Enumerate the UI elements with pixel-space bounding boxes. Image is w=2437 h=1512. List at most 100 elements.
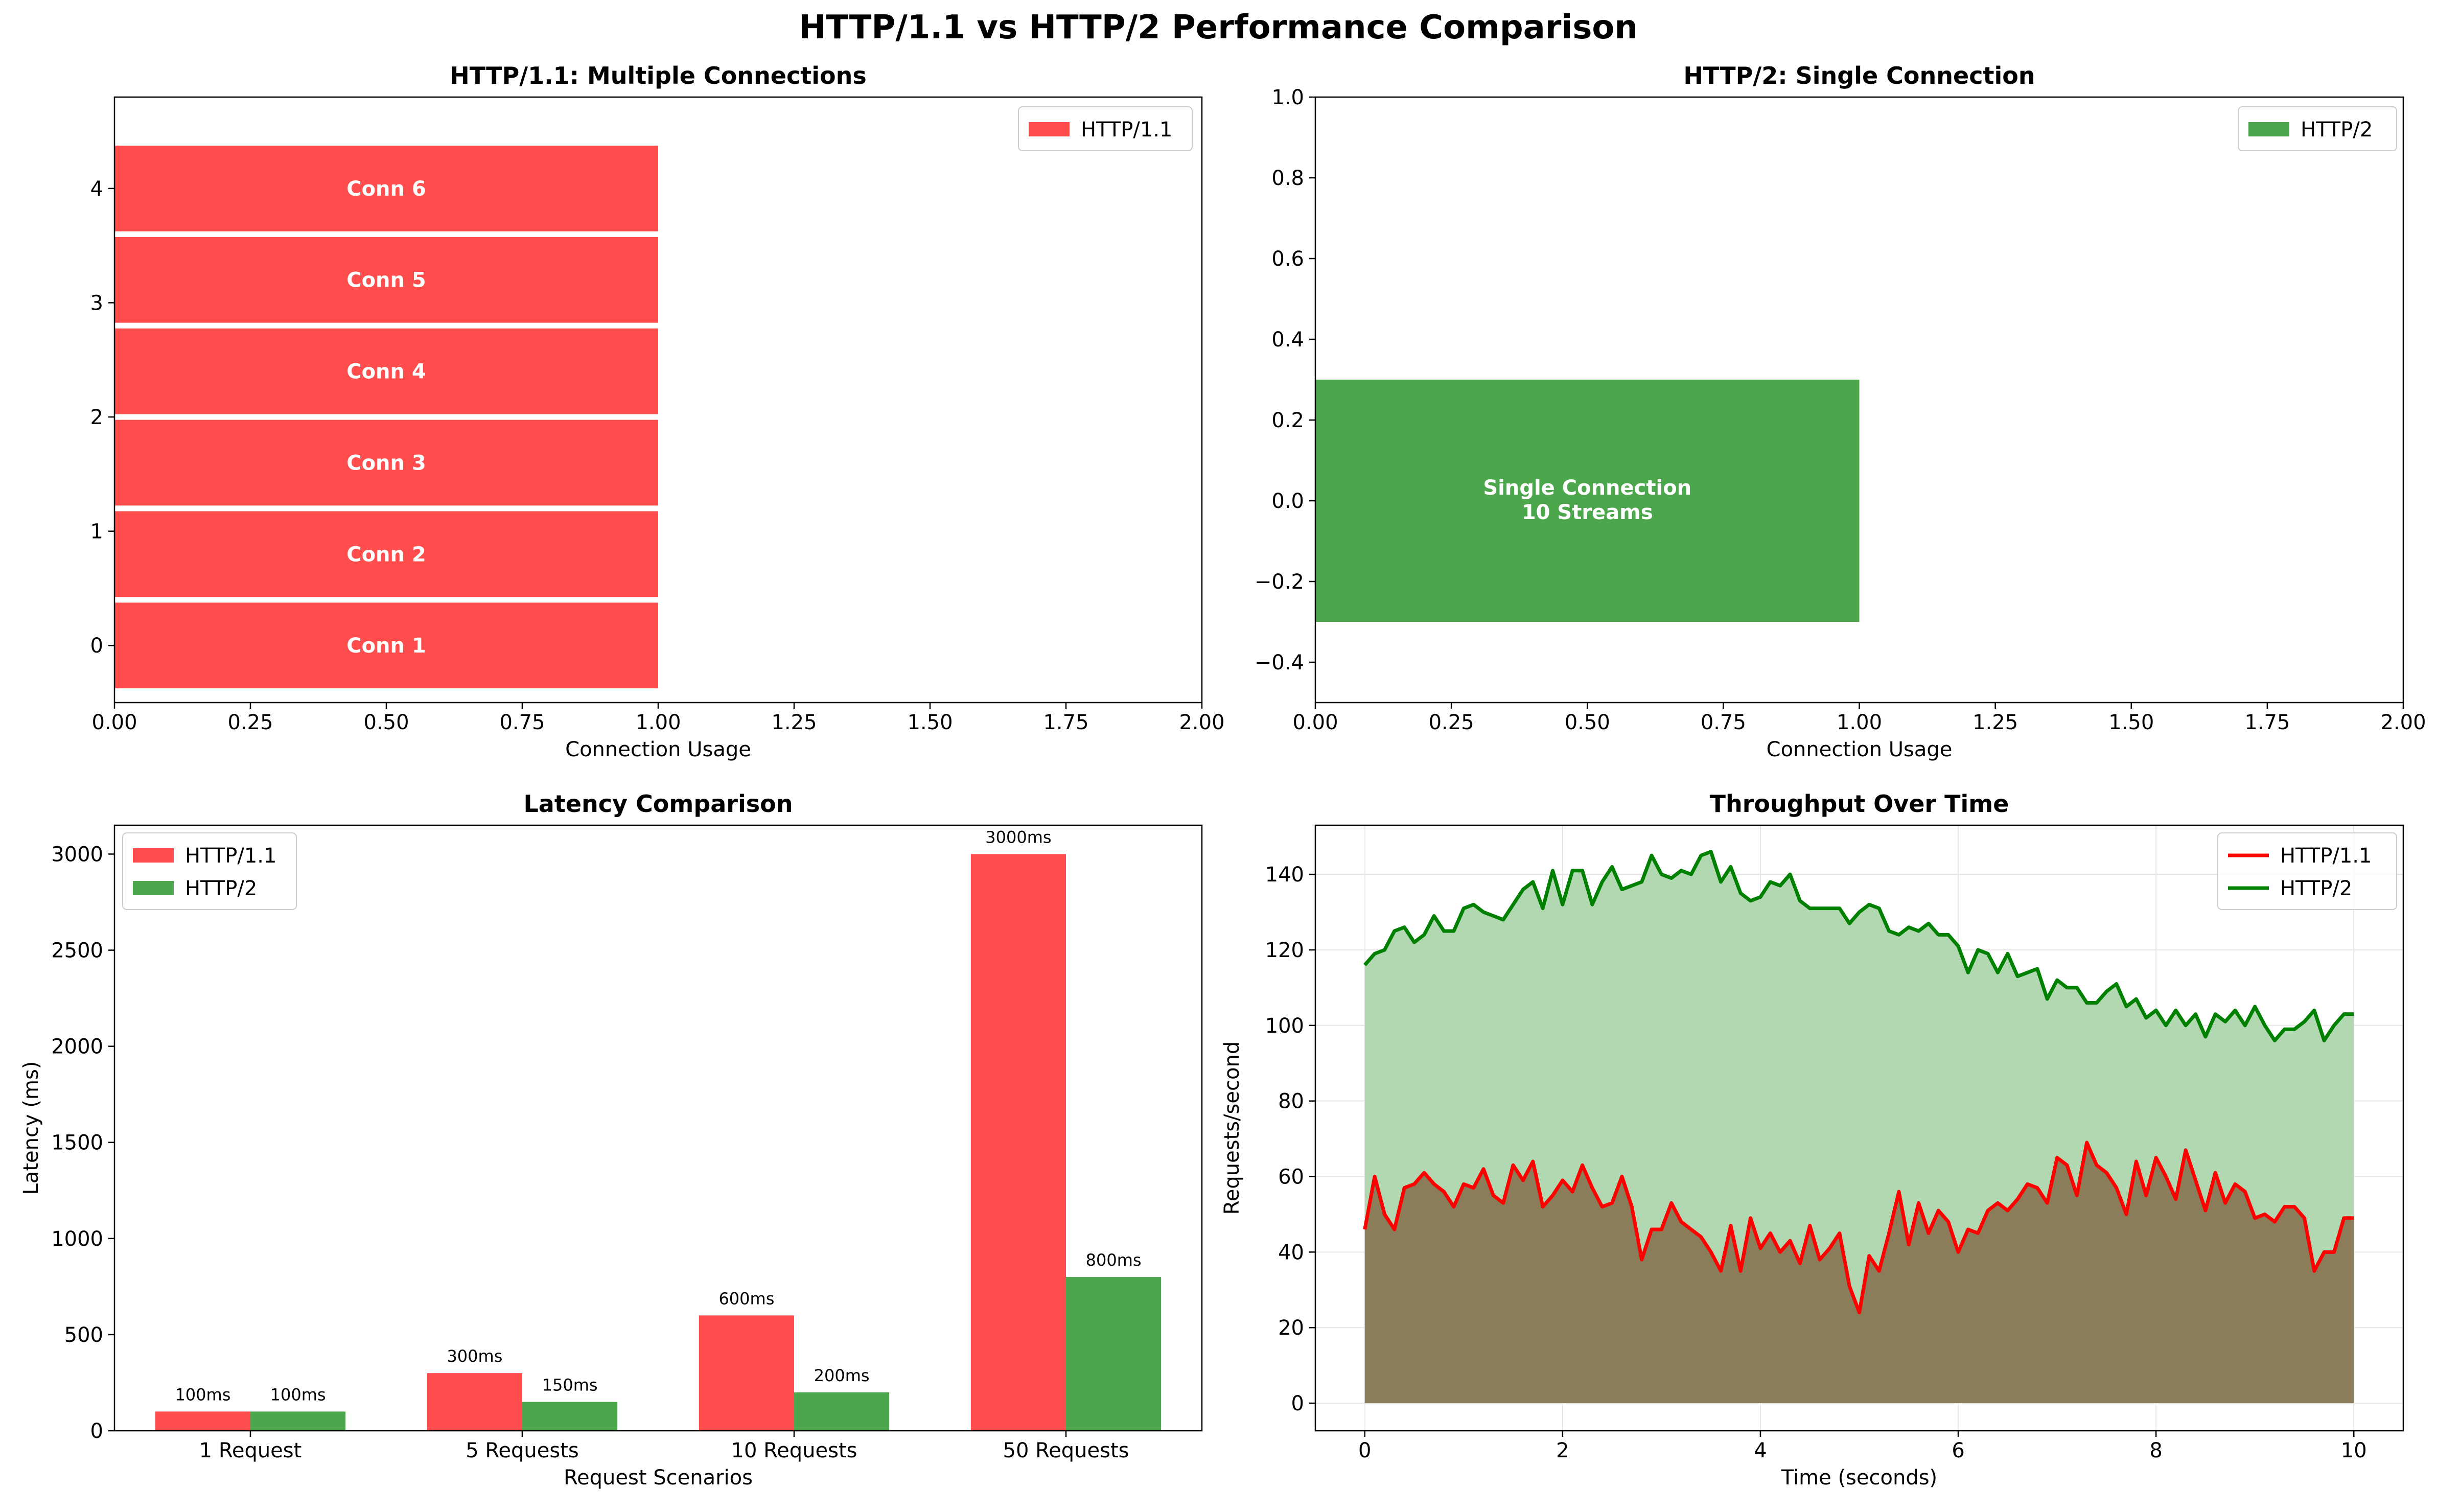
latency-y-tick-label: 1000 (51, 1227, 103, 1251)
http2-y-tick-label: 0.4 (1271, 328, 1304, 352)
http2-bar-label: Single Connection (1483, 476, 1691, 500)
throughput-legend-label: HTTP/1.1 (2280, 844, 2372, 868)
figure-title: HTTP/1.1 vs HTTP/2 Performance Compariso… (799, 9, 1638, 46)
throughput-y-tick-label: 100 (1265, 1014, 1304, 1038)
latency-chart: 100ms 300ms 600ms 3000ms 100ms 150ms 200ms 800m… (19, 790, 1203, 1490)
http2-y-tick-label: 0.0 (1271, 490, 1304, 513)
http2-x-tick-label: 0.50 (1565, 711, 1610, 734)
http2-bar-label: 10 Streams (1522, 501, 1653, 524)
latency-y-tick-label: 2500 (51, 939, 103, 963)
http11-x-tick-label: 1.00 (635, 711, 681, 734)
http11-x-tick-label: 0.00 (91, 711, 137, 734)
http2-y-tick-label: 0.6 (1271, 247, 1304, 271)
http2-bar (1315, 380, 1860, 622)
http11-x-tick-label: 2.00 (1179, 711, 1224, 734)
http11-x-tick-label: 0.75 (499, 711, 545, 734)
http11-y-tick-label: 4 (90, 177, 103, 201)
latency-legend-swatch (133, 848, 174, 863)
throughput-x-tick-label: 6 (1952, 1439, 1964, 1462)
latency-data-label: 150ms (542, 1376, 598, 1395)
latency-bar (794, 1392, 890, 1431)
http2-x-tick-label: 1.50 (2108, 711, 2154, 734)
http11-chart: Conn 1 Conn 2 Conn 3 Conn 4 Conn 5 Conn 6 0.00… (90, 62, 1225, 761)
http11-x-tick-label: 1.50 (907, 711, 953, 734)
http11-bar (114, 511, 658, 597)
latency-bar (250, 1411, 346, 1431)
http2-x-tick-label: 0.75 (1701, 711, 1746, 734)
throughput-y-tick-label: 20 (1278, 1316, 1304, 1340)
http2-legend (2238, 106, 2397, 151)
throughput-x-axis-label: Time (seconds) (1781, 1466, 1937, 1490)
latency-bar (1066, 1277, 1162, 1431)
http2-x-tick-label: 0.00 (1292, 711, 1338, 734)
latency-y-tick-label: 3000 (51, 843, 103, 866)
latency-title: Latency Comparison (523, 790, 793, 818)
throughput-line-http2 (1363, 850, 2354, 1042)
http11-x-tick-label: 1.25 (771, 711, 817, 734)
latency-plot-frame (113, 824, 1203, 1432)
latency-bar (155, 1411, 250, 1431)
latency-x-tick-label: 10 Requests (731, 1439, 857, 1462)
http11-x-tick-label: 0.25 (227, 711, 273, 734)
throughput-x-tick-label: 4 (1754, 1439, 1767, 1462)
http2-x-tick-label: 1.00 (1837, 711, 1882, 734)
throughput-title: Throughput Over Time (1710, 790, 2009, 818)
latency-data-label: 100ms (175, 1385, 230, 1404)
http11-bar-label: Conn 2 (346, 543, 426, 566)
latency-bar (970, 854, 1066, 1431)
http2-y-tick-label: −0.2 (1255, 570, 1304, 594)
latency-data-label: 100ms (270, 1385, 326, 1404)
latency-bar (522, 1402, 618, 1431)
latency-data-label: 800ms (1086, 1250, 1142, 1270)
throughput-line-http11 (1363, 1141, 2354, 1315)
http11-bar-label: Conn 5 (346, 269, 426, 292)
http2-legend-label: HTTP/2 (2301, 118, 2373, 142)
http11-bar-label: Conn 3 (346, 451, 426, 475)
http2-x-tick-label: 1.75 (2244, 711, 2290, 734)
http11-bar-label: Conn 1 (346, 634, 426, 658)
http2-x-tick-label: 1.25 (1972, 711, 2018, 734)
throughput-x-tick-label: 2 (1556, 1439, 1569, 1462)
http2-y-tick-label: 0.2 (1271, 409, 1304, 432)
latency-y-axis-label: Latency (ms) (19, 1061, 43, 1195)
throughput-y-tick-label: 140 (1265, 863, 1304, 887)
http11-bar (114, 146, 658, 231)
http11-x-axis-label: Connection Usage (565, 738, 751, 761)
http2-legend-swatch (2248, 122, 2289, 136)
http11-bar (114, 420, 658, 506)
latency-x-tick-label: 1 Request (199, 1439, 302, 1462)
latency-data-label: 600ms (718, 1289, 774, 1308)
http11-bar (114, 328, 658, 414)
latency-data-label: 3000ms (985, 827, 1051, 847)
throughput-y-tick-label: 80 (1278, 1090, 1304, 1113)
http2-y-tick-label: −0.4 (1255, 651, 1304, 674)
http11-title: HTTP/1.1: Multiple Connections (450, 62, 867, 89)
throughput-legend-label: HTTP/2 (2280, 877, 2352, 900)
throughput-y-tick-label: 60 (1278, 1165, 1304, 1189)
latency-bar (427, 1373, 522, 1431)
throughput-area-http11 (1364, 1142, 2354, 1404)
http11-x-tick-label: 0.50 (363, 711, 409, 734)
http11-bar (114, 602, 658, 689)
latency-legend-swatch (133, 881, 174, 895)
http11-legend-label: HTTP/1.1 (1081, 118, 1172, 142)
throughput-x-tick-label: 10 (2341, 1439, 2367, 1462)
http2-title: HTTP/2: Single Connection (1683, 62, 2035, 89)
latency-x-tick-label: 50 Requests (1003, 1439, 1129, 1462)
latency-x-tick-label: 5 Requests (466, 1439, 578, 1462)
http2-x-tick-label: 0.25 (1429, 711, 1474, 734)
latency-y-tick-label: 1500 (51, 1131, 103, 1155)
latency-x-axis-label: Request Scenarios (564, 1466, 753, 1490)
http2-y-tick-label: 0.8 (1271, 167, 1304, 190)
latency-y-tick-label: 500 (64, 1323, 103, 1347)
throughput-plot-frame (1314, 824, 2404, 1432)
http2-x-axis-label: Connection Usage (1767, 738, 1953, 761)
throughput-y-axis-label: Requests/second (1220, 1041, 1244, 1215)
throughput-y-tick-label: 40 (1278, 1241, 1304, 1264)
latency-data-label: 200ms (814, 1366, 870, 1385)
http11-legend-swatch (1029, 122, 1070, 136)
throughput-x-tick-label: 8 (2149, 1439, 2162, 1462)
